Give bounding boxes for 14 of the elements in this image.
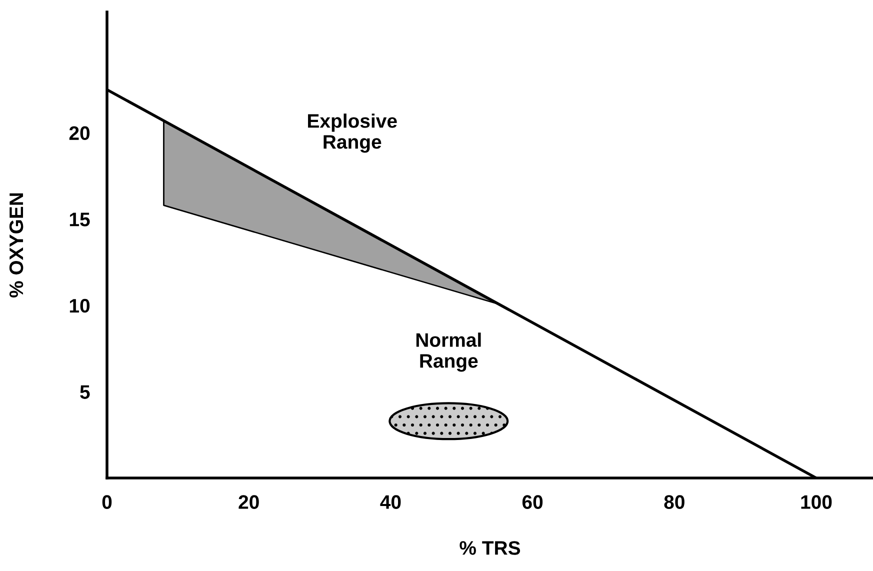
- x-tick-label: 80: [664, 495, 684, 509]
- x-tick-label: 60: [522, 495, 543, 509]
- y-axis-title: % OXYGEN: [9, 193, 24, 298]
- x-tick-label: 40: [380, 495, 401, 509]
- y-tick-label: 15: [70, 212, 90, 226]
- x-tick-label: 100: [801, 495, 832, 509]
- y-tick-label: 10: [70, 298, 90, 313]
- y-tick-label: 5: [80, 385, 90, 399]
- x-axis-title: % TRS: [460, 541, 520, 555]
- x-tick-label: 20: [238, 495, 259, 509]
- x-tick-label: 0: [102, 495, 112, 509]
- annotation: Normal Range: [416, 332, 481, 372]
- annotation: Explosive Range: [308, 114, 397, 153]
- y-tick-label: 20: [69, 126, 90, 140]
